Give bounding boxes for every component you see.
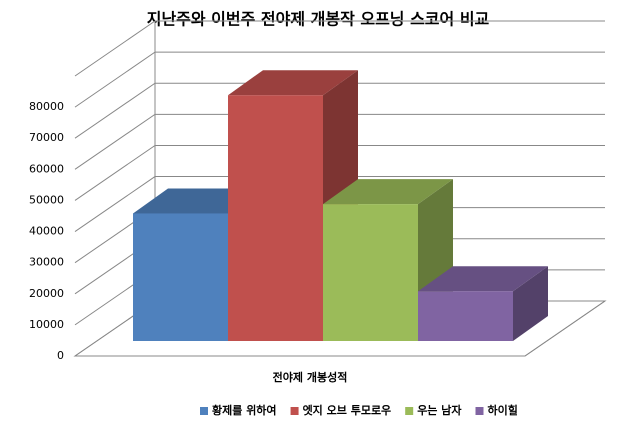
bar [133, 213, 228, 341]
y-tick-label: 40000 [29, 225, 64, 238]
bar-top [323, 179, 453, 205]
legend-swatch [290, 407, 299, 415]
legend-label: 황제를 위하여 [212, 403, 277, 417]
legend-swatch [405, 407, 414, 415]
bar [418, 291, 513, 341]
bar-side [513, 266, 548, 341]
y-tick-label: 30000 [29, 256, 64, 269]
grid-line [74, 82, 605, 139]
wall-edge [74, 20, 156, 77]
legend-swatch [200, 407, 208, 415]
legend-label: 우는 남자 [417, 403, 462, 417]
y-tick-label: 10000 [29, 318, 64, 331]
legend-label: 엣지 오브 투모로우 [303, 403, 392, 417]
legend-label: 하이힐 [488, 403, 518, 417]
x-tick-label: 전야제 개봉성적 [273, 370, 348, 384]
grid-line [74, 51, 605, 108]
y-tick-label: 70000 [29, 131, 64, 144]
bar-top [228, 70, 358, 96]
chart-title: 지난주와 이번주 전야제 개봉작 오프닝 스코어 비교 [147, 10, 490, 29]
bar-top [418, 266, 548, 292]
y-tick-label: 80000 [29, 100, 64, 113]
y-tick-label: 60000 [29, 162, 64, 175]
grid-line [74, 113, 605, 170]
grid-line [74, 144, 605, 201]
floor-edge [524, 300, 606, 357]
bar [228, 95, 323, 341]
legend-swatch [475, 407, 484, 415]
bar [323, 204, 418, 341]
y-tick-label: 50000 [29, 193, 64, 206]
y-tick-label: 20000 [29, 287, 64, 300]
y-tick-label: 0 [57, 349, 64, 362]
grid-line [74, 176, 605, 232]
